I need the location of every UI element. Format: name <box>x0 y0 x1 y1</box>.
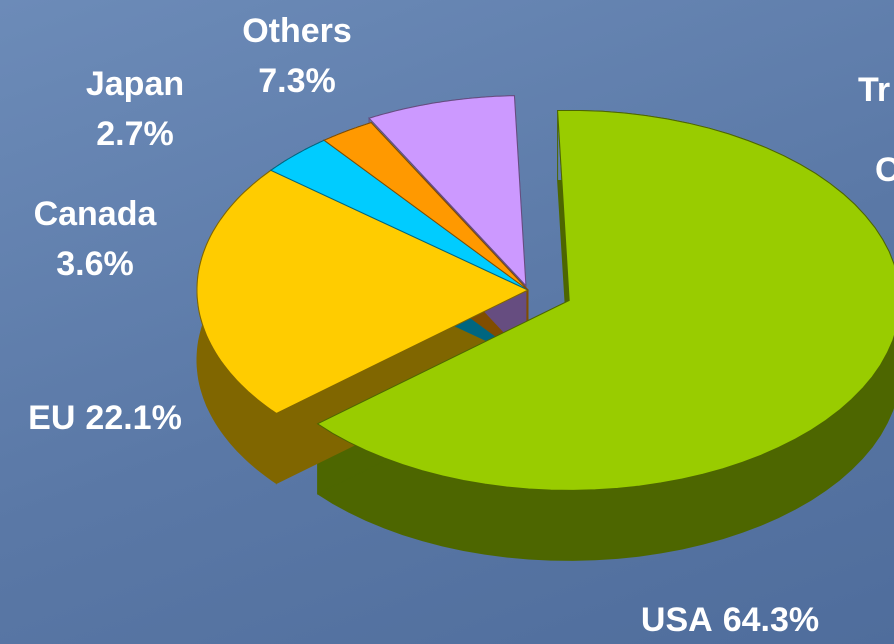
value-label: 22.1% <box>85 399 181 437</box>
annotation: Tr <box>858 71 890 109</box>
category-label: Others <box>242 12 352 50</box>
slice-tops <box>196 95 894 491</box>
value-label: 3.6% <box>56 245 134 283</box>
annotation: C <box>875 151 894 189</box>
slice <box>323 122 529 291</box>
slice-label: USA 64.3% <box>641 601 819 639</box>
slice <box>316 110 894 491</box>
slice <box>196 169 530 414</box>
slice-label: EU 22.1% <box>28 399 182 437</box>
category-label: USA <box>641 601 713 639</box>
slice <box>269 139 529 291</box>
slice <box>368 95 527 287</box>
value-label: 7.3% <box>258 62 336 100</box>
value-label: 64.3% <box>723 601 819 639</box>
category-label: Japan <box>86 65 184 103</box>
category-label: EU <box>28 399 75 437</box>
value-label: 2.7% <box>96 115 174 153</box>
category-label: Canada <box>34 195 158 233</box>
